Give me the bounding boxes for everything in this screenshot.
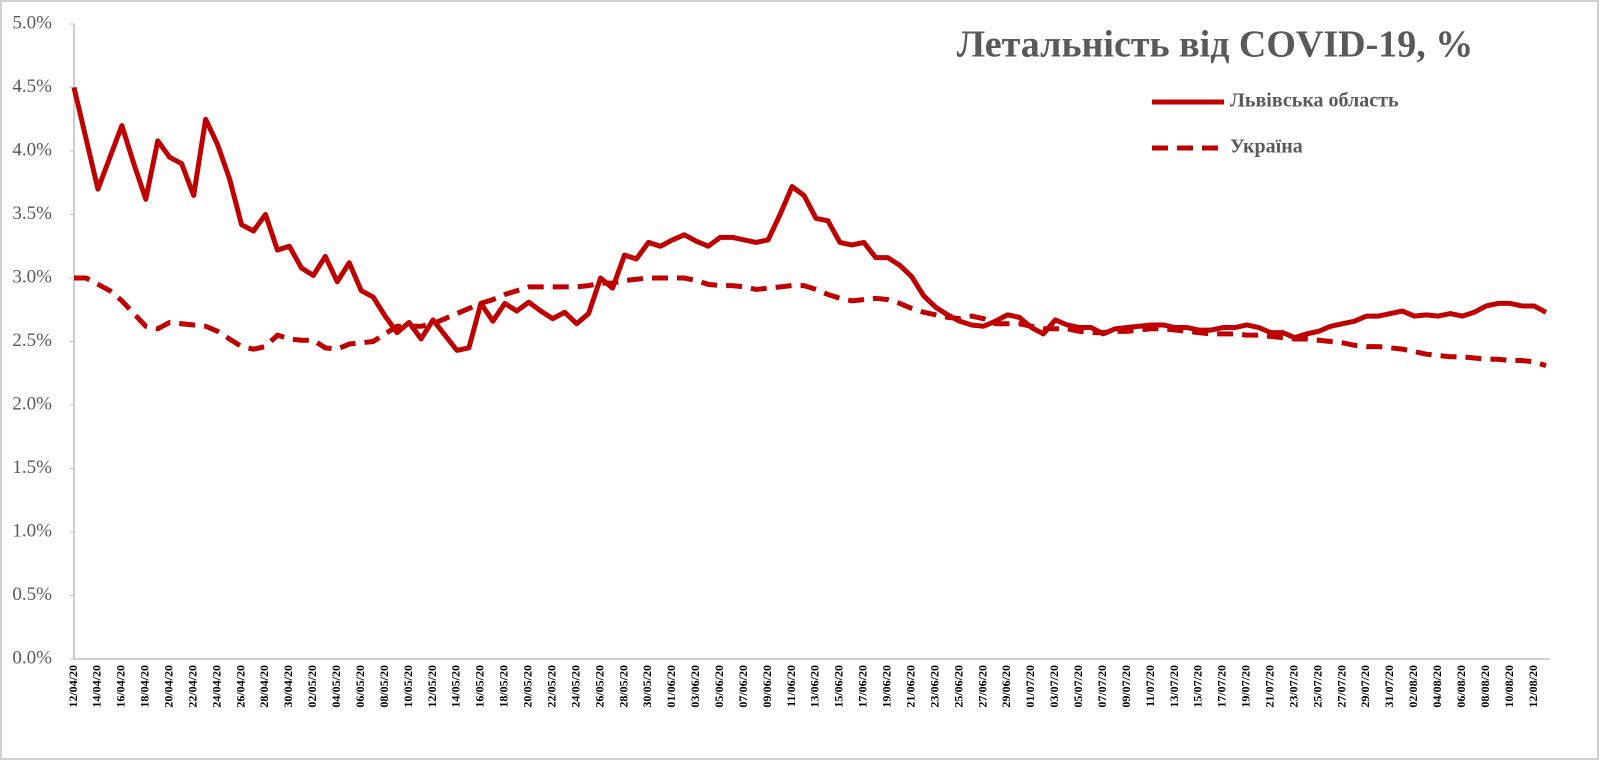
x-tick-label: 25/07/20 [1310, 665, 1324, 708]
x-tick-label: 19/06/20 [880, 665, 894, 708]
x-tick-label: 13/07/20 [1167, 665, 1181, 708]
x-tick-label: 16/04/20 [114, 665, 128, 708]
x-tick-label: 08/05/20 [377, 665, 391, 708]
x-tick-label: 31/07/20 [1382, 665, 1396, 708]
y-tick-label: 2.0% [12, 393, 52, 414]
x-tick-label: 10/08/20 [1502, 665, 1516, 708]
y-tick-label: 1.0% [12, 520, 52, 541]
x-tick-label: 02/08/20 [1406, 665, 1420, 708]
x-tick-label: 13/06/20 [808, 665, 822, 708]
x-tick-label: 18/04/20 [138, 665, 152, 708]
legend-label: Україна [1230, 136, 1303, 158]
x-tick-label: 30/04/20 [281, 665, 295, 708]
x-tick-label: 03/06/20 [688, 665, 702, 708]
line-series [74, 275, 1547, 369]
x-tick-label: 01/06/20 [664, 665, 678, 708]
x-tick-label: 24/05/20 [568, 665, 582, 708]
x-tick-label: 01/07/20 [1023, 665, 1037, 708]
x-tick-label: 20/05/20 [521, 665, 535, 708]
x-tick-label: 09/07/20 [1119, 665, 1133, 708]
x-tick-label: 07/06/20 [736, 665, 750, 708]
x-tick-label: 12/08/20 [1526, 665, 1540, 708]
x-tick-label: 26/05/20 [592, 665, 606, 708]
y-tick-label: 2.5% [12, 330, 52, 351]
x-tick-label: 30/05/20 [640, 665, 654, 708]
x-tick-label: 20/04/20 [161, 665, 175, 708]
line-series [71, 86, 1548, 353]
y-tick-label: 5.0% [12, 12, 52, 33]
x-tick-label: 19/07/20 [1239, 665, 1253, 708]
x-tick-label: 15/07/20 [1191, 665, 1205, 708]
x-tick-label: 10/05/20 [401, 665, 415, 708]
x-tick-label: 29/06/20 [999, 665, 1013, 708]
x-tick-label: 25/06/20 [951, 665, 965, 708]
y-tick-label: 4.5% [12, 76, 52, 97]
x-tick-label: 05/07/20 [1071, 665, 1085, 708]
x-tick-label: 11/07/20 [1143, 665, 1157, 707]
x-tick-label: 21/06/20 [903, 665, 917, 708]
x-tick-label: 26/04/20 [233, 665, 247, 708]
x-tick-label: 28/05/20 [616, 665, 630, 708]
x-tick-label: 27/07/20 [1334, 665, 1348, 708]
x-tick-label: 23/06/20 [927, 665, 941, 708]
x-tick-label: 14/04/20 [90, 665, 104, 708]
x-tick-label: 04/08/20 [1430, 665, 1444, 708]
x-tick-label: 08/08/20 [1478, 665, 1492, 708]
x-tick-label: 14/05/20 [449, 665, 463, 708]
y-tick-label: 1.5% [12, 457, 52, 478]
x-tick-label: 06/05/20 [353, 665, 367, 708]
x-tick-label: 07/07/20 [1095, 665, 1109, 708]
x-tick-label: 28/04/20 [257, 665, 271, 708]
y-tick-label: 3.5% [12, 203, 52, 224]
x-tick-label: 09/06/20 [760, 665, 774, 708]
x-tick-label: 15/06/20 [832, 665, 846, 708]
x-tick-label: 11/06/20 [784, 665, 798, 707]
x-tick-label: 27/06/20 [975, 665, 989, 708]
y-tick-label: 3.0% [12, 266, 52, 287]
x-tick-label: 02/05/20 [305, 665, 319, 708]
y-tick-label: 4.0% [12, 139, 52, 160]
x-tick-label: 22/05/20 [544, 665, 558, 708]
x-tick-label: 16/05/20 [473, 665, 487, 708]
legend-label: Львівська область [1230, 90, 1399, 112]
y-tick-label: 0.0% [12, 647, 52, 668]
x-tick-label: 04/05/20 [329, 665, 343, 708]
x-tick-label: 21/07/20 [1262, 665, 1276, 708]
x-tick-label: 12/04/20 [66, 665, 80, 708]
x-tick-label: 05/06/20 [712, 665, 726, 708]
y-tick-label: 0.5% [12, 584, 52, 605]
x-tick-label: 03/07/20 [1047, 665, 1061, 708]
chart-title: Летальність від COVID-19, % [957, 24, 1474, 66]
x-tick-label: 17/06/20 [856, 665, 870, 708]
x-tick-label: 12/05/20 [425, 665, 439, 708]
x-tick-label: 23/07/20 [1286, 665, 1300, 708]
x-tick-label: 17/07/20 [1215, 665, 1229, 708]
x-tick-label: 29/07/20 [1358, 665, 1372, 708]
x-tick-label: 24/04/20 [209, 665, 223, 708]
x-tick-label: 18/05/20 [497, 665, 511, 708]
x-tick-label: 22/04/20 [185, 665, 199, 708]
x-tick-label: 06/08/20 [1454, 665, 1468, 708]
